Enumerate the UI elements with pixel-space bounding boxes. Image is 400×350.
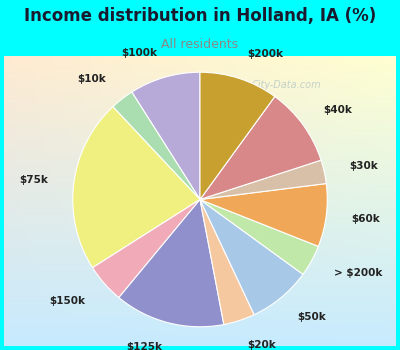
Wedge shape [92,199,200,298]
Text: City-Data.com: City-Data.com [252,80,321,90]
Text: $40k: $40k [324,105,352,115]
Text: $20k: $20k [247,340,276,350]
Wedge shape [200,183,327,246]
Text: Income distribution in Holland, IA (%): Income distribution in Holland, IA (%) [24,7,376,25]
Text: $100k: $100k [121,48,157,58]
Wedge shape [132,72,200,200]
Wedge shape [200,199,303,315]
Wedge shape [73,107,200,268]
Text: $10k: $10k [78,74,106,84]
Wedge shape [200,97,321,200]
Wedge shape [200,72,275,200]
Wedge shape [200,199,254,324]
Text: $125k: $125k [126,342,162,350]
Wedge shape [119,199,224,327]
Text: $60k: $60k [352,214,380,224]
Text: $30k: $30k [349,161,378,171]
Text: > $200k: > $200k [334,268,382,278]
Text: $50k: $50k [297,312,326,322]
Wedge shape [200,160,326,200]
Wedge shape [200,199,318,274]
Text: $150k: $150k [50,295,86,306]
Text: All residents: All residents [162,38,238,51]
Text: $200k: $200k [247,49,283,59]
Text: $75k: $75k [20,175,48,186]
Wedge shape [113,92,200,199]
